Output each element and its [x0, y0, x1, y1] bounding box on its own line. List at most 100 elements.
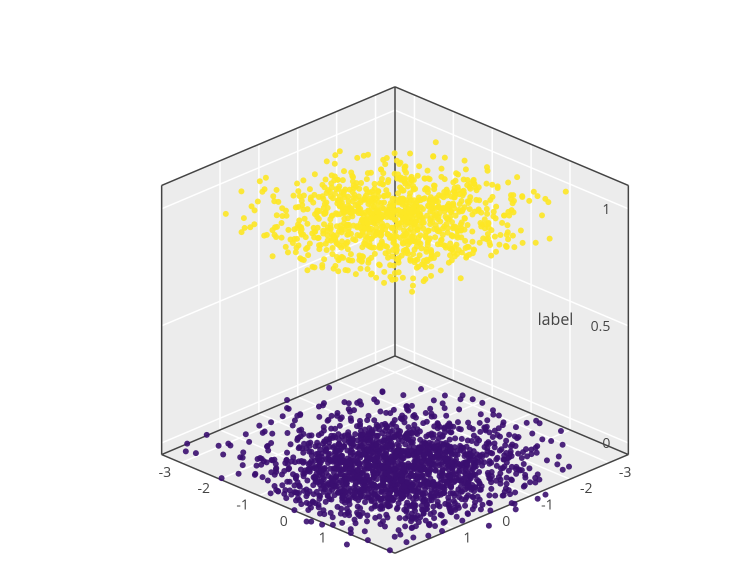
point-class-0 — [391, 466, 397, 472]
point-class-0 — [433, 467, 439, 473]
z-axis-label: label — [538, 308, 574, 330]
point-class-1 — [337, 197, 343, 203]
point-class-0 — [344, 541, 350, 547]
point-class-1 — [328, 180, 334, 186]
point-class-1 — [425, 242, 431, 248]
point-class-1 — [300, 207, 306, 213]
point-class-1 — [429, 200, 435, 206]
point-class-0 — [323, 499, 329, 505]
point-class-0 — [354, 510, 360, 516]
point-class-1 — [356, 186, 362, 192]
point-class-1 — [262, 186, 268, 192]
point-class-0 — [275, 489, 281, 495]
point-class-0 — [314, 440, 320, 446]
point-class-1 — [359, 259, 365, 265]
point-class-0 — [300, 450, 306, 456]
point-class-1 — [350, 198, 356, 204]
point-class-1 — [401, 248, 407, 254]
point-class-0 — [476, 469, 482, 475]
point-class-1 — [454, 242, 460, 248]
point-class-0 — [443, 413, 449, 419]
point-class-0 — [439, 461, 445, 467]
point-class-0 — [399, 438, 405, 444]
point-class-0 — [554, 461, 560, 467]
point-class-1 — [354, 224, 360, 230]
point-class-1 — [329, 245, 335, 251]
point-class-1 — [407, 190, 413, 196]
point-class-0 — [558, 428, 564, 434]
point-class-1 — [307, 186, 313, 192]
point-class-0 — [447, 507, 453, 513]
point-class-1 — [293, 204, 299, 210]
point-class-0 — [417, 437, 423, 443]
point-class-0 — [471, 433, 477, 439]
point-class-1 — [381, 280, 387, 286]
point-class-1 — [335, 186, 341, 192]
point-class-1 — [366, 226, 372, 232]
point-class-0 — [413, 523, 419, 529]
point-class-1 — [293, 249, 299, 255]
point-class-1 — [412, 257, 418, 263]
point-class-1 — [458, 225, 464, 231]
point-class-0 — [268, 440, 274, 446]
point-class-1 — [368, 272, 374, 278]
point-class-0 — [288, 441, 294, 447]
point-class-0 — [548, 438, 554, 444]
point-class-1 — [285, 249, 291, 255]
point-class-1 — [412, 239, 418, 245]
point-class-1 — [249, 203, 255, 209]
point-class-1 — [285, 227, 291, 233]
point-class-0 — [417, 467, 423, 473]
point-class-1 — [505, 180, 511, 186]
point-class-0 — [298, 466, 304, 472]
point-class-0 — [451, 498, 457, 504]
point-class-0 — [489, 450, 495, 456]
point-class-0 — [509, 477, 515, 483]
point-class-1 — [376, 261, 382, 267]
point-class-1 — [365, 152, 371, 158]
point-class-0 — [283, 495, 289, 501]
point-class-1 — [430, 154, 436, 160]
point-class-1 — [321, 256, 327, 262]
point-class-1 — [504, 222, 510, 228]
point-class-1 — [473, 197, 479, 203]
point-class-1 — [485, 220, 491, 226]
point-class-0 — [284, 405, 290, 411]
point-class-0 — [445, 495, 451, 501]
point-class-0 — [458, 426, 464, 432]
point-class-1 — [458, 234, 464, 240]
point-class-0 — [279, 482, 285, 488]
point-class-0 — [378, 498, 384, 504]
point-class-1 — [505, 236, 511, 242]
point-class-1 — [395, 190, 401, 196]
point-class-0 — [377, 483, 383, 489]
point-class-0 — [349, 436, 355, 442]
point-class-1 — [337, 148, 343, 154]
point-class-1 — [372, 186, 378, 192]
x2-tick: 1 — [319, 529, 327, 548]
point-class-1 — [353, 180, 359, 186]
point-class-1 — [492, 234, 498, 240]
point-class-0 — [519, 455, 525, 461]
point-class-1 — [403, 170, 409, 176]
point-class-1 — [257, 178, 263, 184]
point-class-0 — [301, 459, 307, 465]
point-class-1 — [442, 155, 448, 161]
scatter3d-plot: -3-2-101-3-2-10100.51x1x2label — [0, 0, 734, 572]
point-class-0 — [485, 439, 491, 445]
point-class-0 — [350, 485, 356, 491]
point-class-0 — [442, 393, 448, 399]
point-class-0 — [268, 419, 274, 425]
point-class-0 — [293, 497, 299, 503]
point-class-1 — [469, 211, 475, 217]
point-class-1 — [316, 246, 322, 252]
point-class-0 — [237, 454, 243, 460]
point-class-0 — [357, 475, 363, 481]
point-class-1 — [322, 210, 328, 216]
z-tick: 0 — [602, 434, 610, 453]
point-class-1 — [247, 224, 253, 230]
point-class-0 — [312, 458, 318, 464]
point-class-1 — [332, 161, 338, 167]
point-class-1 — [396, 221, 402, 227]
point-class-0 — [521, 484, 527, 490]
